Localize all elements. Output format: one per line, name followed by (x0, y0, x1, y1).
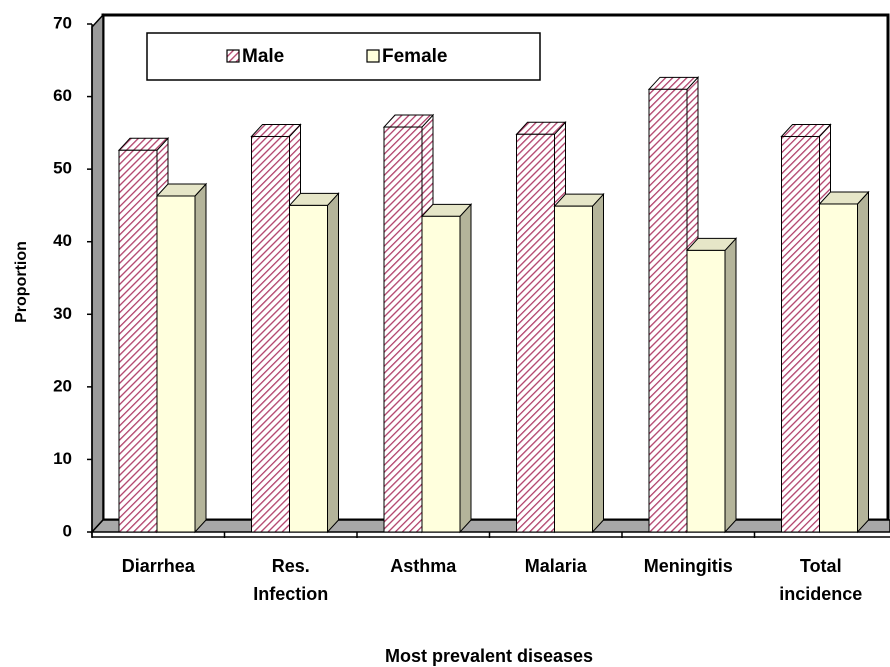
legend-swatch (366, 49, 380, 63)
x-tick-label: Meningitis (643, 556, 733, 576)
bar-front (648, 88, 688, 533)
y-tick-label: 20 (53, 376, 72, 395)
floor (90, 519, 890, 533)
bar-front (686, 249, 726, 533)
back-wall (101, 13, 890, 522)
bar (553, 192, 605, 534)
x-tick-label: Diarrhea (121, 556, 195, 576)
bar (685, 237, 738, 534)
y-tick-label: 50 (53, 159, 72, 178)
legend (146, 32, 541, 81)
x-axis-title: Most prevalent diseases (385, 646, 593, 666)
y-tick-label: 60 (53, 86, 72, 105)
bar-front (819, 203, 858, 533)
x-tick-label: Malaria (524, 556, 587, 576)
y-axis-title: Proportion (13, 241, 30, 323)
bar-side (857, 190, 869, 534)
legend-label: Male (242, 46, 284, 67)
y-tick-label: 70 (53, 13, 72, 32)
bar-side (327, 192, 339, 534)
bar-side (592, 192, 604, 534)
side-wall (91, 13, 104, 534)
bar (420, 203, 473, 534)
bar (155, 182, 208, 534)
bar-side (459, 203, 472, 534)
x-tick-label: Asthma (390, 556, 457, 576)
y-tick-label: 10 (53, 449, 72, 468)
bar-front (383, 126, 423, 533)
bar-front (289, 204, 328, 533)
bar (288, 192, 340, 534)
bar-front (156, 195, 196, 533)
bar-front (554, 205, 593, 533)
y-tick-label: 0 (63, 521, 72, 540)
bar-front (251, 135, 290, 533)
bar-side (724, 237, 737, 534)
legend-label: Female (382, 46, 447, 67)
bar-front (118, 149, 158, 533)
y-tick-label: 40 (53, 231, 72, 250)
bar-side (194, 182, 207, 534)
x-tick-label: Res. Infection (253, 556, 329, 604)
bar (818, 190, 870, 534)
legend-swatch (226, 49, 240, 63)
bar-front (421, 215, 461, 533)
x-tick-label: Total incidence (779, 556, 863, 604)
y-tick-label: 30 (53, 304, 72, 323)
bar-front (781, 135, 820, 533)
bar-front (516, 133, 555, 533)
